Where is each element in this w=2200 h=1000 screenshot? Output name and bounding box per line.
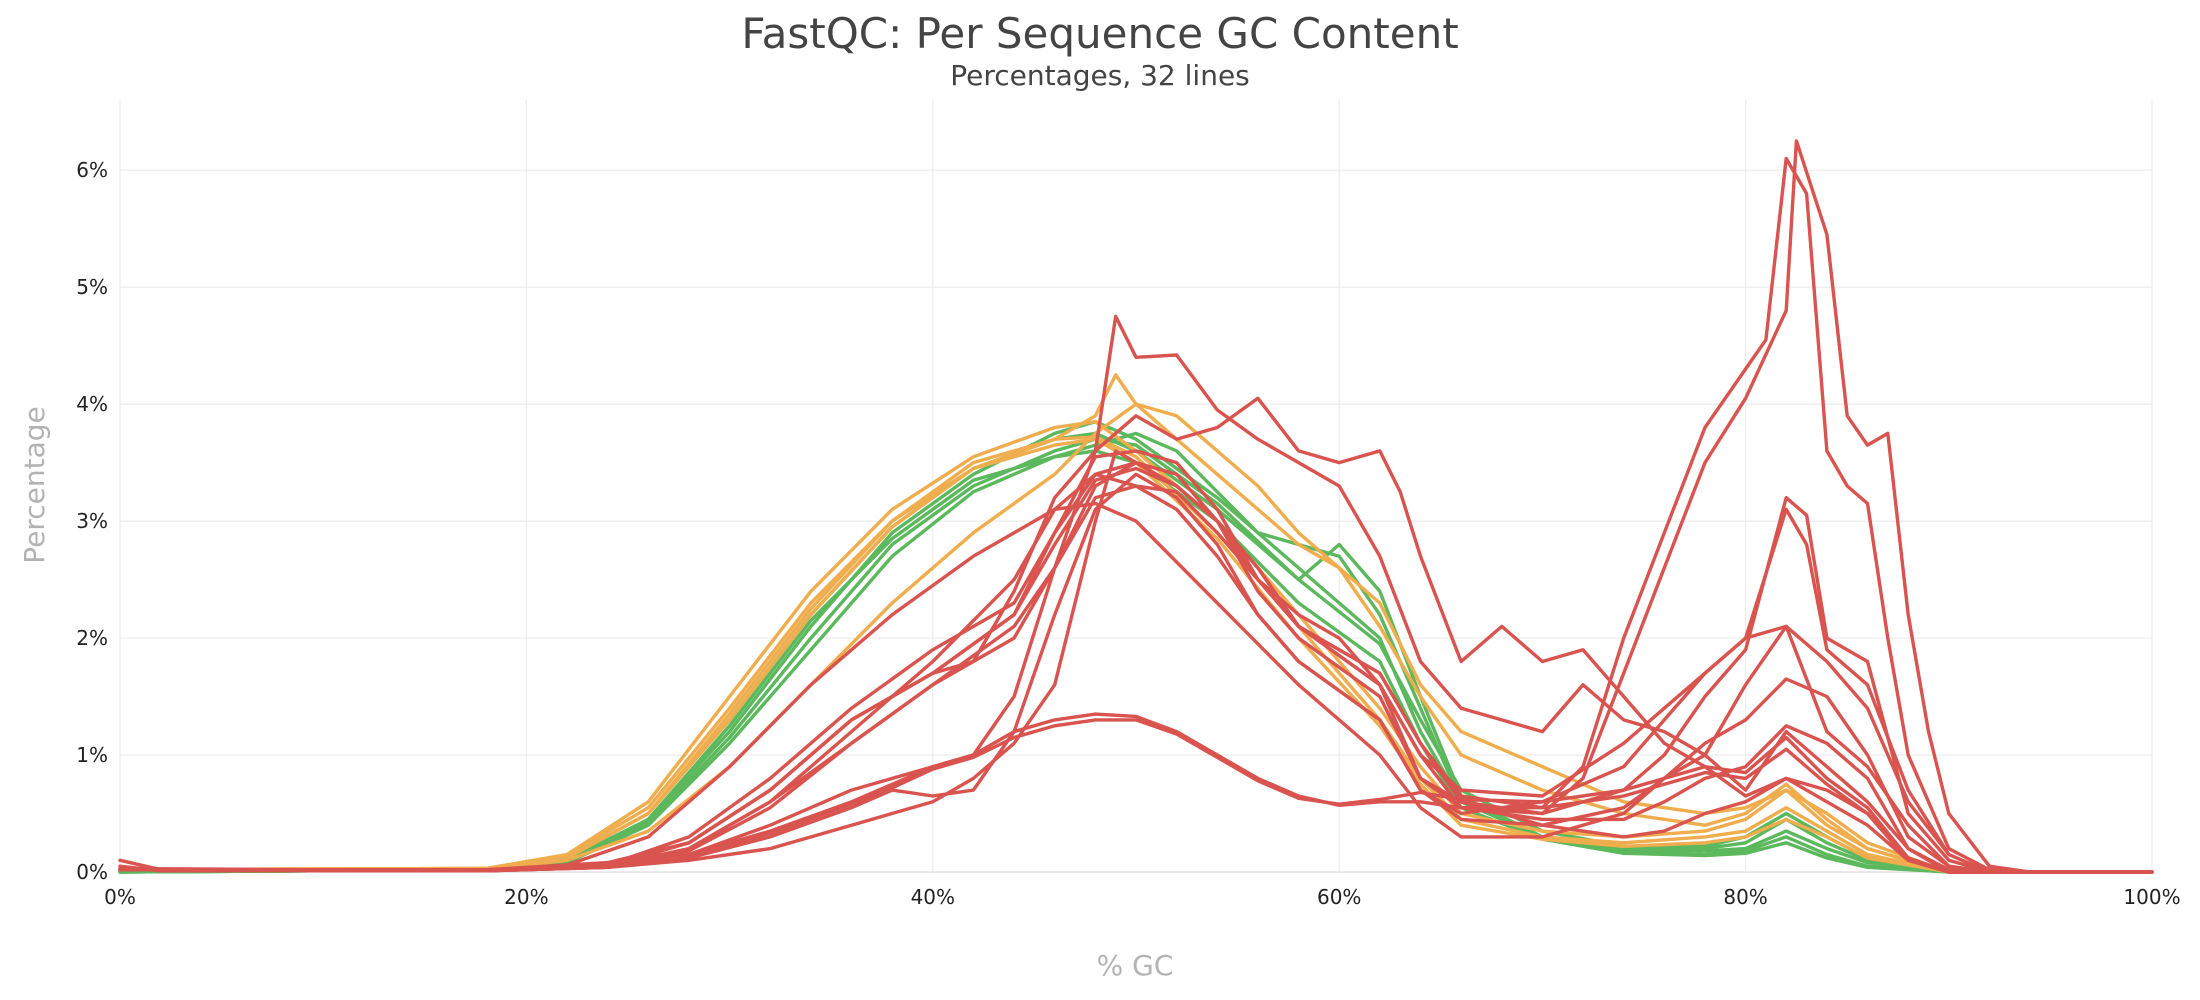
y-tick-label: 6% — [76, 158, 108, 182]
series-line-fail-12[interactable] — [118, 396, 2154, 874]
y-tick-label: 2% — [76, 626, 108, 650]
x-axis-label: % GC — [1097, 949, 1174, 982]
series-line-fail-19[interactable] — [118, 718, 2154, 874]
x-tick-label: 40% — [911, 885, 955, 909]
series-line-fail-17[interactable] — [118, 449, 2154, 874]
series-line-pass-4[interactable] — [118, 437, 2154, 874]
grid — [119, 100, 2153, 872]
series-line-pass-1[interactable] — [118, 420, 2154, 874]
series-line-warn-9[interactable] — [118, 435, 2154, 874]
y-tick-label: 3% — [76, 509, 108, 533]
axes: 0% 1% 2% 3% 4% 5% 6% 0% 20% 40% 60% 80% 100% — [76, 158, 2180, 909]
series-line-pass-2[interactable] — [118, 431, 2154, 874]
series-line-pass-3[interactable] — [118, 431, 2154, 874]
series-line-fail-13[interactable] — [118, 501, 2154, 874]
series-line-fail-23[interactable] — [118, 484, 2154, 874]
series-line-fail-20[interactable] — [118, 472, 2154, 874]
y-tick-label: 1% — [76, 743, 108, 767]
series-line-warn-6[interactable] — [118, 420, 2154, 874]
series-lines — [118, 139, 2154, 874]
chart-title: FastQC: Per Sequence GC Content — [741, 9, 1458, 58]
chart-subtitle: Percentages, 32 lines — [950, 59, 1250, 92]
y-tick-label: 0% — [76, 860, 108, 884]
y-tick-label: 5% — [76, 275, 108, 299]
series-line-fail-11[interactable] — [118, 314, 2154, 874]
x-tick-label: 80% — [1723, 885, 1767, 909]
y-axis-label: Percentage — [18, 406, 51, 564]
series-line-fail-14[interactable] — [118, 449, 2154, 874]
x-tick-label: 100% — [2123, 885, 2180, 909]
series-line-warn-10[interactable] — [118, 437, 2154, 874]
x-tick-label: 20% — [504, 885, 548, 909]
series-line-fail-18[interactable] — [118, 712, 2154, 874]
x-tick-label: 0% — [104, 885, 136, 909]
series-line-pass-5[interactable] — [118, 449, 2154, 874]
x-tick-label: 60% — [1317, 885, 1361, 909]
series-line-fail-22[interactable] — [118, 156, 2154, 874]
y-tick-label: 4% — [76, 392, 108, 416]
